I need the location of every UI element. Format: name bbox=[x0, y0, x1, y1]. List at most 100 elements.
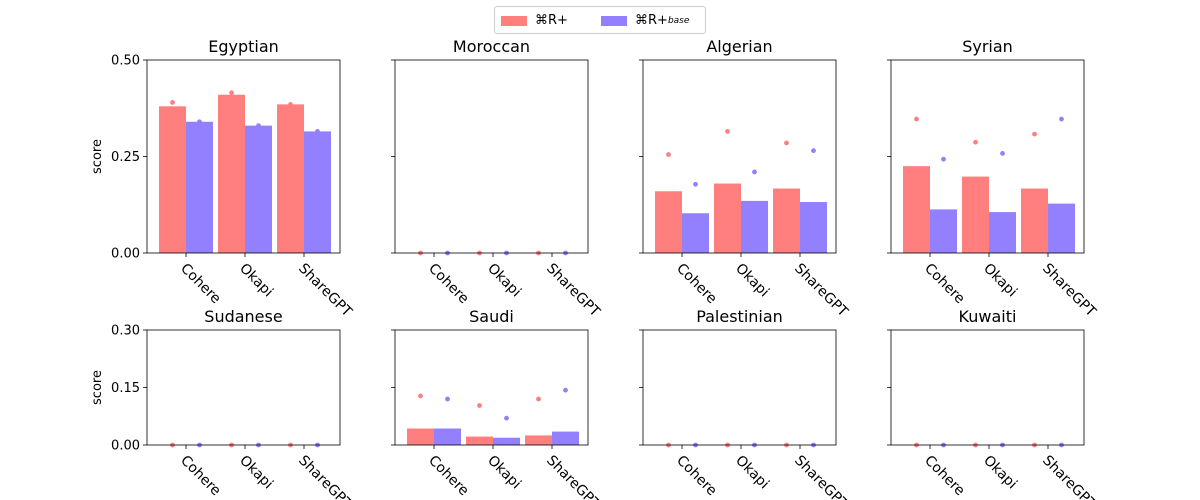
bar-syrian-okapi-primary bbox=[962, 176, 989, 253]
point-syrian-okapi-primary bbox=[973, 139, 978, 145]
bar-algerian-cohere-base bbox=[682, 213, 709, 253]
subplot-title-syrian: Syrian bbox=[962, 37, 1013, 56]
x-tick-label-okapi: Okapi bbox=[980, 453, 1020, 493]
bar-egyptian-cohere-primary bbox=[159, 106, 186, 253]
x-tick-label-okapi: Okapi bbox=[484, 261, 524, 301]
y-axis-label: score bbox=[90, 370, 105, 405]
axes-frame-sudanese bbox=[146, 329, 341, 446]
bar-saudi-cohere-primary bbox=[407, 428, 434, 445]
x-tick-label-sharegpt: ShareGPT bbox=[791, 453, 851, 500]
x-tick-label-cohere: Cohere bbox=[177, 453, 224, 500]
bar-saudi-okapi-base bbox=[493, 437, 520, 445]
point-egyptian-sharegpt-base bbox=[315, 129, 320, 134]
subplot-syrian: Cohere Okapi ShareGPT Syrian bbox=[887, 37, 1099, 320]
x-tick-label-cohere: Cohere bbox=[673, 453, 720, 500]
y-axis-label: score bbox=[90, 139, 105, 174]
x-tick-label-sharegpt: ShareGPT bbox=[543, 261, 603, 321]
x-tick-label-cohere: Cohere bbox=[425, 261, 472, 308]
x-tick-label-okapi: Okapi bbox=[484, 453, 524, 493]
point-saudi-cohere-primary bbox=[418, 393, 423, 399]
point-syrian-okapi-base bbox=[1000, 151, 1005, 156]
y-tick-label: 0.00 bbox=[111, 439, 140, 454]
y-tick-label: 0.30 bbox=[111, 324, 140, 339]
x-tick-label-cohere: Cohere bbox=[673, 261, 720, 308]
subplot-moroccan: Cohere Okapi ShareGPT Moroccan bbox=[391, 37, 603, 320]
subplot-egyptian: Cohere Okapi ShareGPT 0.00 0.25 0.50 score Egyp… bbox=[90, 37, 355, 320]
point-algerian-cohere-primary bbox=[666, 152, 671, 157]
point-saudi-cohere-base bbox=[445, 396, 450, 402]
legend-item-primary: ⌘R+ bbox=[501, 13, 568, 28]
point-syrian-sharegpt-base bbox=[1059, 116, 1064, 122]
subplot-title-egyptian: Egyptian bbox=[208, 37, 279, 56]
axes-frame-moroccan bbox=[394, 59, 589, 254]
subplot-title-kuwaiti: Kuwaiti bbox=[959, 307, 1017, 326]
bar-syrian-sharegpt-base bbox=[1048, 203, 1075, 253]
bar-algerian-sharegpt-primary bbox=[773, 188, 800, 253]
bar-saudi-sharegpt-primary bbox=[525, 435, 552, 445]
subplot-algerian: Cohere Okapi ShareGPT Algerian bbox=[639, 37, 851, 320]
y-tick-label: 0.25 bbox=[111, 150, 140, 165]
subplot-palestinian: Cohere Okapi ShareGPT Palestinian bbox=[639, 307, 851, 500]
point-egyptian-cohere-base bbox=[197, 119, 202, 125]
bar-egyptian-okapi-primary bbox=[218, 94, 245, 254]
x-tick-label-okapi: Okapi bbox=[732, 453, 772, 493]
subplot-title-sudanese: Sudanese bbox=[204, 307, 282, 326]
axes-frame-kuwaiti bbox=[890, 329, 1085, 446]
x-tick-label-okapi: Okapi bbox=[980, 261, 1020, 301]
subplot-sudanese: Cohere Okapi ShareGPT 0.00 0.15 0.30 score Suda… bbox=[90, 307, 355, 500]
point-algerian-okapi-base bbox=[752, 169, 757, 175]
x-tick-label-sharegpt: ShareGPT bbox=[1039, 261, 1099, 321]
subplot-title-palestinian: Palestinian bbox=[696, 307, 783, 326]
bar-saudi-cohere-base bbox=[434, 428, 461, 445]
legend-label-base: ⌘R+ bbox=[635, 13, 668, 28]
point-algerian-sharegpt-primary bbox=[784, 140, 789, 146]
point-algerian-sharegpt-base bbox=[811, 148, 816, 154]
subplot-title-algerian: Algerian bbox=[706, 37, 772, 56]
point-egyptian-okapi-primary bbox=[229, 90, 234, 96]
bar-egyptian-sharegpt-primary bbox=[277, 104, 304, 253]
bar-algerian-okapi-primary bbox=[714, 183, 741, 253]
x-tick-label-cohere: Cohere bbox=[921, 261, 968, 308]
bar-syrian-okapi-base bbox=[989, 212, 1016, 253]
x-tick-label-okapi: Okapi bbox=[236, 453, 276, 493]
bar-algerian-cohere-primary bbox=[655, 191, 682, 253]
bar-egyptian-cohere-base bbox=[186, 121, 213, 253]
bar-syrian-cohere-base bbox=[930, 209, 957, 253]
x-tick-label-sharegpt: ShareGPT bbox=[1039, 453, 1099, 500]
subplot-title-saudi: Saudi bbox=[469, 307, 514, 326]
legend: ⌘R+ ⌘R+ base bbox=[494, 6, 706, 34]
x-tick-label-cohere: Cohere bbox=[921, 453, 968, 500]
point-algerian-okapi-primary bbox=[725, 129, 730, 134]
bar-egyptian-okapi-base bbox=[245, 125, 272, 253]
bar-syrian-cohere-primary bbox=[903, 166, 930, 253]
x-tick-label-sharegpt: ShareGPT bbox=[295, 261, 355, 321]
legend-label-primary: ⌘R+ bbox=[535, 13, 568, 28]
x-tick-label-sharegpt: ShareGPT bbox=[543, 453, 603, 500]
point-egyptian-cohere-primary bbox=[170, 100, 175, 105]
legend-swatch-primary bbox=[501, 15, 527, 26]
x-tick-label-cohere: Cohere bbox=[425, 453, 472, 500]
legend-item-base: ⌘R+ base bbox=[601, 13, 689, 28]
point-algerian-cohere-base bbox=[693, 181, 698, 187]
axes-frame-palestinian bbox=[642, 329, 837, 446]
point-syrian-sharegpt-primary bbox=[1032, 131, 1037, 137]
x-tick-label-sharegpt: ShareGPT bbox=[295, 453, 355, 500]
point-saudi-sharegpt-primary bbox=[536, 396, 541, 402]
point-saudi-okapi-base bbox=[504, 415, 509, 421]
point-syrian-cohere-primary bbox=[914, 116, 919, 122]
bar-saudi-okapi-primary bbox=[466, 436, 493, 445]
x-tick-label-sharegpt: ShareGPT bbox=[791, 261, 851, 321]
bar-syrian-sharegpt-primary bbox=[1021, 188, 1048, 253]
bar-algerian-sharegpt-base bbox=[800, 202, 827, 253]
y-tick-label: 0.00 bbox=[111, 247, 140, 262]
bar-saudi-sharegpt-base bbox=[552, 431, 579, 445]
point-saudi-okapi-primary bbox=[477, 403, 482, 408]
legend-label-base-subscript: base bbox=[667, 15, 690, 26]
x-tick-label-cohere: Cohere bbox=[177, 261, 224, 308]
bar-algerian-okapi-base bbox=[741, 200, 768, 253]
point-egyptian-sharegpt-primary bbox=[288, 101, 293, 107]
x-tick-label-okapi: Okapi bbox=[236, 261, 276, 301]
subplot-saudi: Cohere Okapi ShareGPT Saudi bbox=[391, 307, 603, 500]
point-egyptian-okapi-base bbox=[256, 123, 261, 129]
